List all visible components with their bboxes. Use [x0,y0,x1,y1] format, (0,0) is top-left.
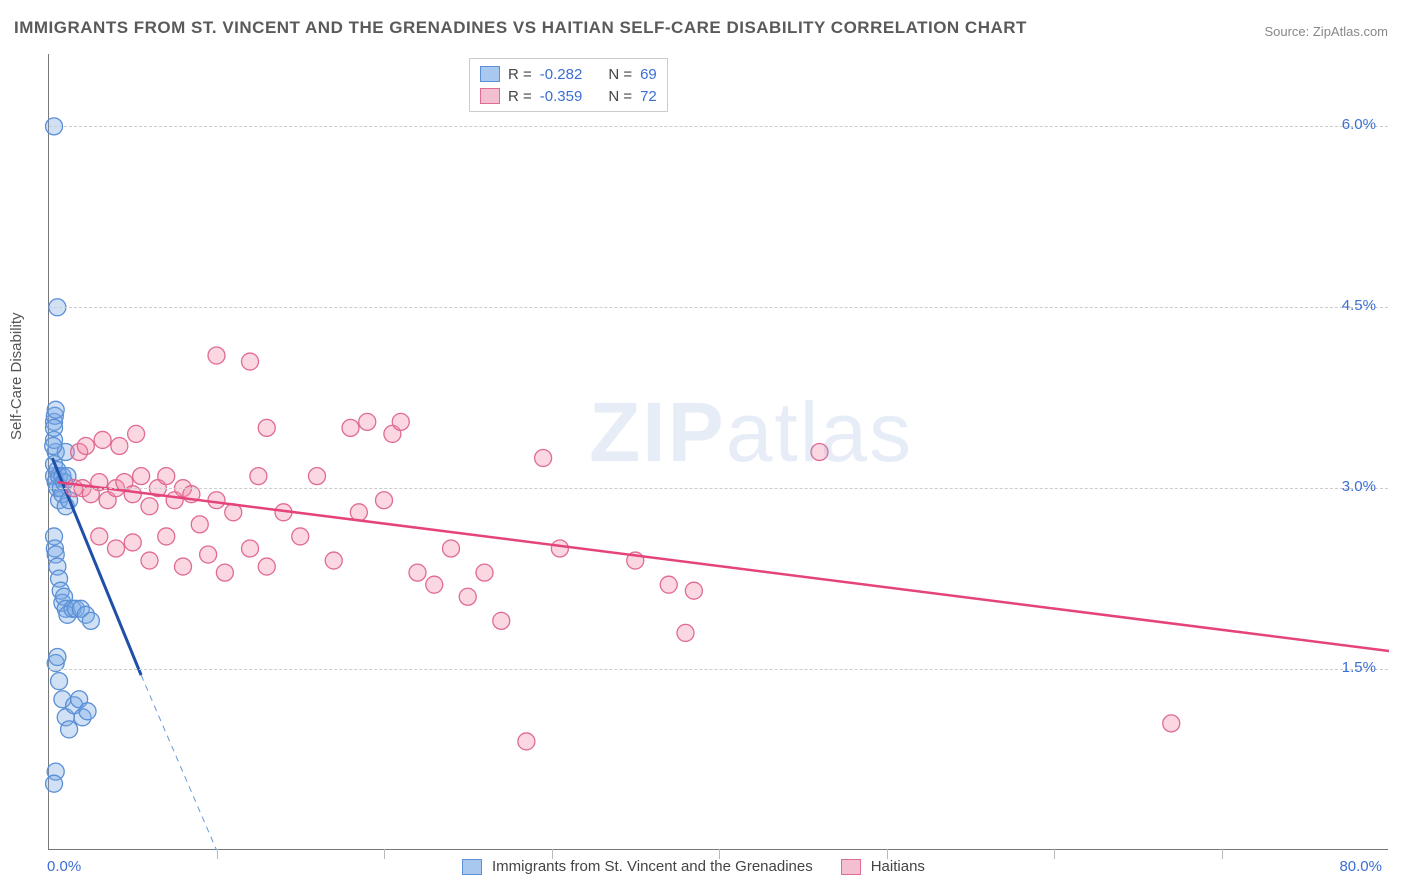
data-point [359,413,376,430]
x-tick [887,849,888,859]
data-point [79,703,96,720]
trend-line [57,482,1389,651]
data-point [141,552,158,569]
legend-stat-row: R = -0.282 N = 69 [480,63,657,85]
data-point [51,673,68,690]
data-point [292,528,309,545]
data-point [49,649,66,666]
x-tick [217,849,218,859]
data-point [250,468,267,485]
data-point [811,444,828,461]
data-point [309,468,326,485]
data-point [208,492,225,509]
data-point [111,437,128,454]
legend-series-name: Immigrants from St. Vincent and the Gren… [492,858,813,875]
data-point [392,413,409,430]
legend-series-name: Haitians [871,858,925,875]
data-point [459,588,476,605]
data-point [46,419,63,436]
x-tick [1054,849,1055,859]
data-point [216,564,233,581]
data-point [47,401,64,418]
data-point [535,450,552,467]
stat-n-value: 72 [640,88,657,105]
gridline-h [49,669,1388,670]
gridline-h [49,126,1388,127]
legend-swatch [480,88,500,104]
data-point [175,558,192,575]
data-point [91,528,108,545]
data-point [46,775,63,792]
data-point [258,558,275,575]
stat-r-value: -0.359 [540,88,583,105]
stat-r-value: -0.282 [540,66,583,83]
trend-line-ext [141,675,216,850]
stat-n-value: 69 [640,66,657,83]
data-point [376,492,393,509]
data-point [77,437,94,454]
data-point [208,347,225,364]
data-point [518,733,535,750]
gridline-h [49,488,1388,489]
legend-swatch [841,859,861,875]
data-point [350,504,367,521]
data-point [660,576,677,593]
data-point [82,612,99,629]
legend-swatch [480,66,500,82]
stat-n-label: N = [608,88,632,105]
data-point [685,582,702,599]
data-point [426,576,443,593]
data-point [158,468,175,485]
chart-svg [49,54,1388,849]
y-axis-label: Self-Care Disability [8,312,25,440]
y-tick-label: 6.0% [1342,116,1376,133]
data-point [551,540,568,557]
data-point [325,552,342,569]
legend-swatch [462,859,482,875]
data-point [677,624,694,641]
data-point [124,534,141,551]
data-point [443,540,460,557]
data-point [191,516,208,533]
chart-container: IMMIGRANTS FROM ST. VINCENT AND THE GREN… [0,0,1406,892]
source-label: Source: ZipAtlas.com [1264,24,1388,39]
data-point [61,721,78,738]
x-tick [552,849,553,859]
plot-area: ZIPatlas R =-0.282N =69R =-0.359N =72 Im… [48,54,1388,850]
chart-title: IMMIGRANTS FROM ST. VINCENT AND THE GREN… [14,18,1027,38]
data-point [1163,715,1180,732]
y-tick-label: 1.5% [1342,659,1376,676]
legend-series: Immigrants from St. Vincent and the Gren… [462,858,943,875]
data-point [200,546,217,563]
data-point [242,540,259,557]
data-point [133,468,150,485]
data-point [128,425,145,442]
stat-r-label: R = [508,66,532,83]
y-tick-label: 3.0% [1342,478,1376,495]
gridline-h [49,307,1388,308]
y-tick-label: 4.5% [1342,297,1376,314]
data-point [258,419,275,436]
data-point [409,564,426,581]
stat-r-label: R = [508,88,532,105]
legend-stats: R = -0.282 N = 69 R = -0.359 N = 72 [469,58,668,112]
x-tick [719,849,720,859]
x-tick [1222,849,1223,859]
data-point [94,431,111,448]
data-point [141,498,158,515]
data-point [342,419,359,436]
legend-stat-row: R = -0.359 N = 72 [480,85,657,107]
stat-n-label: N = [608,66,632,83]
data-point [158,528,175,545]
x-tick-label: 80.0% [1339,858,1382,875]
x-tick [384,849,385,859]
x-tick-label: 0.0% [47,858,81,875]
data-point [108,540,125,557]
data-point [493,612,510,629]
data-point [45,437,62,454]
data-point [476,564,493,581]
data-point [242,353,259,370]
